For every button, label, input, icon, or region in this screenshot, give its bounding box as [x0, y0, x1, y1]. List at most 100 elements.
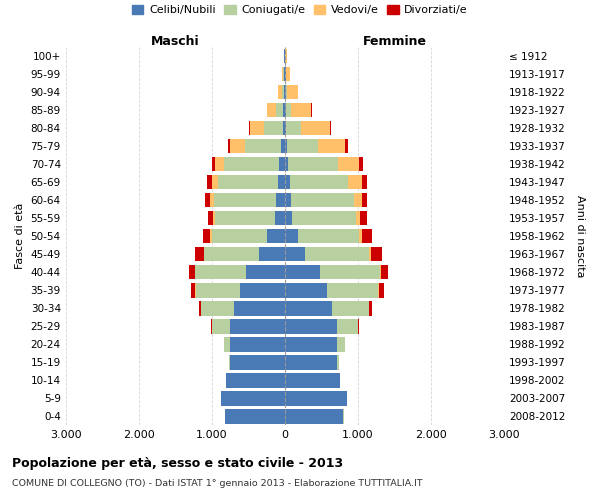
Text: COMUNE DI COLLEGNO (TO) - Dati ISTAT 1° gennaio 2013 - Elaborazione TUTTITALIA.I: COMUNE DI COLLEGNO (TO) - Dati ISTAT 1° … [12, 479, 422, 488]
Bar [285, 228, 298, 244]
Bar [205, 246, 259, 262]
Y-axis label: Fasce di età: Fasce di età [15, 203, 25, 270]
Bar [201, 300, 233, 316]
Bar [360, 210, 367, 226]
Bar [285, 336, 337, 351]
Bar [337, 336, 345, 351]
Bar [287, 138, 317, 154]
Bar [285, 246, 305, 262]
Bar [221, 391, 285, 406]
Bar [281, 84, 284, 100]
Bar [327, 282, 379, 298]
Bar [196, 282, 239, 298]
Bar [285, 318, 337, 334]
Bar [279, 156, 285, 172]
Bar [189, 264, 194, 280]
Bar [337, 318, 358, 334]
Bar [195, 246, 204, 262]
Bar [305, 246, 369, 262]
Bar [283, 102, 285, 118]
Bar [191, 282, 196, 298]
Bar [285, 409, 343, 424]
Bar [213, 210, 215, 226]
Bar [276, 192, 285, 208]
Bar [212, 174, 218, 190]
Bar [281, 138, 285, 154]
Bar [210, 228, 212, 244]
Bar [332, 300, 369, 316]
Bar [225, 409, 285, 424]
Bar [337, 354, 339, 370]
Bar [286, 102, 291, 118]
Bar [265, 120, 283, 136]
Bar [226, 373, 285, 388]
Bar [208, 174, 212, 190]
Text: Popolazione per età, sesso e stato civile - 2013: Popolazione per età, sesso e stato civil… [12, 458, 343, 470]
Bar [330, 120, 331, 136]
Bar [228, 138, 230, 154]
Bar [230, 354, 285, 370]
Text: Femmine: Femmine [362, 35, 427, 48]
Bar [379, 282, 384, 298]
Bar [203, 228, 210, 244]
Bar [230, 336, 285, 351]
Bar [285, 48, 287, 64]
Bar [283, 66, 284, 82]
Bar [276, 102, 283, 118]
Bar [369, 300, 372, 316]
Text: Maschi: Maschi [151, 35, 200, 48]
Bar [301, 120, 330, 136]
Bar [218, 174, 278, 190]
Bar [278, 84, 281, 100]
Bar [212, 156, 215, 172]
Bar [205, 192, 210, 208]
Bar [320, 264, 380, 280]
Bar [212, 318, 230, 334]
Bar [285, 264, 320, 280]
Bar [285, 300, 332, 316]
Bar [285, 174, 290, 190]
Bar [359, 228, 362, 244]
Bar [245, 138, 281, 154]
Bar [362, 174, 367, 190]
Bar [195, 264, 246, 280]
Bar [215, 210, 275, 226]
Bar [230, 318, 285, 334]
Bar [286, 84, 287, 100]
Bar [210, 192, 214, 208]
Bar [287, 84, 298, 100]
Bar [371, 246, 382, 262]
Bar [212, 228, 266, 244]
Bar [233, 300, 285, 316]
Bar [267, 102, 276, 118]
Bar [381, 264, 388, 280]
Bar [354, 192, 362, 208]
Bar [250, 120, 265, 136]
Bar [215, 156, 224, 172]
Bar [317, 138, 346, 154]
Bar [208, 210, 213, 226]
Bar [284, 66, 285, 82]
Bar [239, 282, 285, 298]
Bar [230, 138, 245, 154]
Bar [289, 156, 338, 172]
Bar [369, 246, 371, 262]
Bar [282, 66, 283, 82]
Bar [356, 210, 360, 226]
Bar [285, 192, 290, 208]
Bar [285, 120, 286, 136]
Bar [346, 138, 347, 154]
Bar [285, 102, 286, 118]
Bar [275, 210, 285, 226]
Bar [199, 300, 201, 316]
Legend: Celibi/Nubili, Coniugati/e, Vedovi/e, Divorziati/e: Celibi/Nubili, Coniugati/e, Vedovi/e, Di… [128, 0, 472, 20]
Bar [224, 336, 230, 351]
Bar [259, 246, 285, 262]
Bar [249, 120, 250, 136]
Bar [204, 246, 205, 262]
Bar [380, 264, 381, 280]
Bar [283, 120, 285, 136]
Bar [285, 138, 287, 154]
Bar [338, 156, 359, 172]
Bar [211, 318, 212, 334]
